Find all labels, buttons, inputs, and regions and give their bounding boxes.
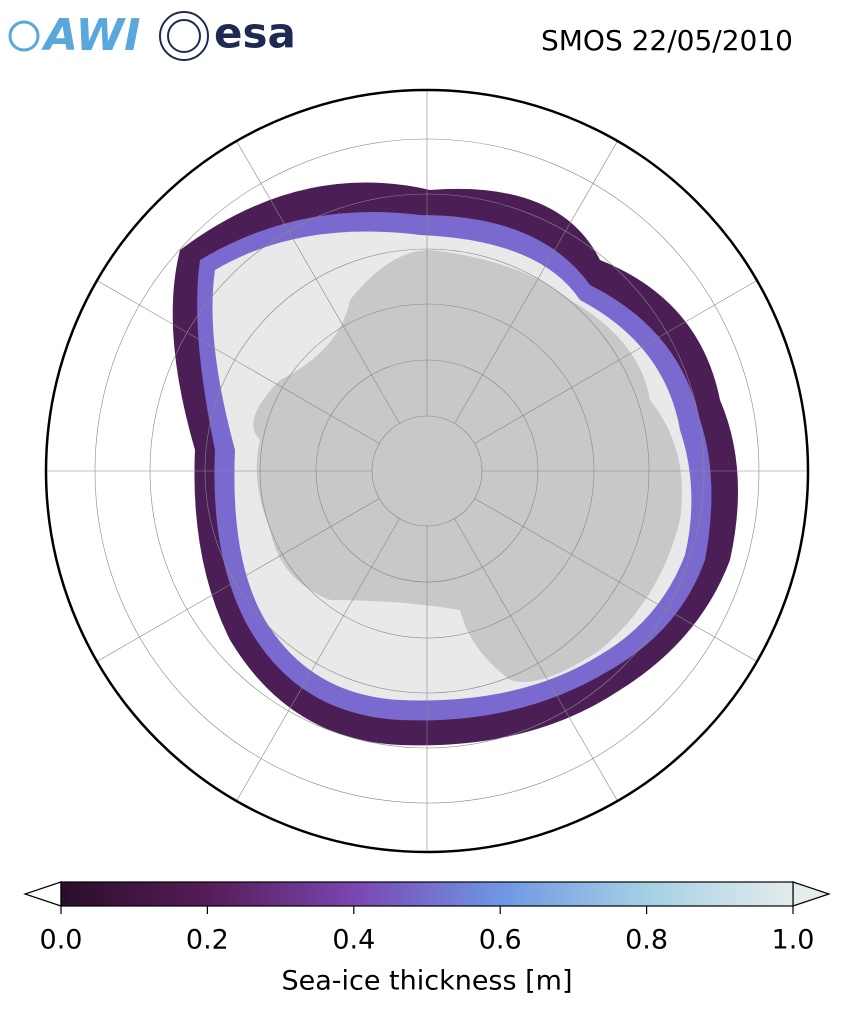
- antarctica: [253, 250, 683, 682]
- meridian: [454, 518, 618, 802]
- meridian: [96, 280, 380, 444]
- map: [46, 90, 808, 852]
- colorbar-label: Sea-ice thickness [m]: [281, 966, 572, 997]
- colorbar-tick-label: 0.8: [625, 925, 668, 956]
- colorbar-tick-label: 0.6: [479, 925, 522, 956]
- meridian: [474, 498, 758, 662]
- map-frame: [44, 88, 810, 854]
- colorbar-tick-label: 0.0: [40, 925, 83, 956]
- colorbar: Sea-ice thickness [m] 0.0 0.2 0.4 0.6 0.8 1.0: [23, 881, 831, 997]
- title: SMOS 22/05/2010: [541, 24, 793, 57]
- meridian: [474, 280, 758, 444]
- colorbar-extend-low: [23, 881, 62, 907]
- colorbar-gradient: [60, 881, 794, 907]
- graticule: [46, 90, 808, 852]
- colorbar-tick-label: 0.2: [186, 925, 229, 956]
- awi-logo-text: AWI: [41, 10, 141, 61]
- esa-logo-text: esa: [214, 9, 296, 58]
- colorbar-tick-label: 1.0: [772, 925, 815, 956]
- awi-logo: AWI: [8, 10, 141, 61]
- colorbar-tick-label: 0.4: [332, 925, 375, 956]
- meridian: [236, 518, 400, 802]
- esa-logo: esa: [159, 9, 296, 61]
- meridian: [236, 140, 400, 424]
- colorbar-extend-high: [792, 881, 831, 907]
- meridian: [96, 498, 380, 662]
- meridian: [454, 140, 618, 424]
